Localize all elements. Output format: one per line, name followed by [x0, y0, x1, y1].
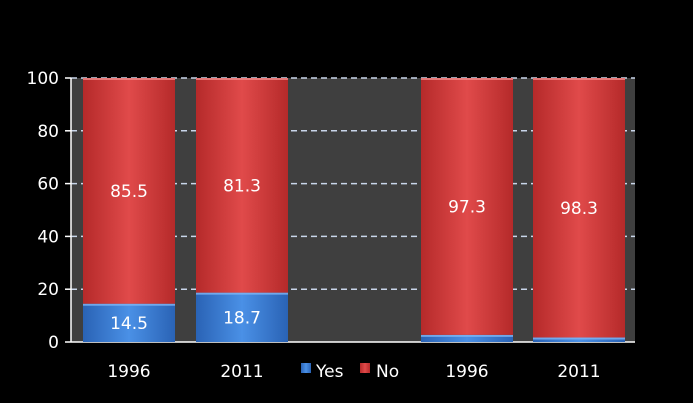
bar-no-2: [421, 78, 513, 335]
bar-edge-yes-3: [533, 337, 625, 340]
x-tick-label: 2011: [557, 362, 600, 382]
legend-label-no: No: [376, 362, 399, 382]
y-tick-label: 0: [48, 333, 59, 353]
legend-label-yes: Yes: [315, 362, 344, 382]
x-tick-label: 1996: [445, 362, 488, 382]
bar-edge-yes-2: [421, 334, 513, 337]
x-axis-labels: 1996 2011 1996 2011: [107, 362, 600, 382]
bar-edge-yes-1: [196, 292, 288, 295]
y-tick-label: 40: [37, 227, 59, 247]
bar-edge-no-3: [533, 78, 625, 80]
bar-no-3: [533, 78, 625, 338]
x-tick-label: 2011: [220, 362, 263, 382]
x-tick-label: 1996: [107, 362, 150, 382]
y-tick-label: 20: [37, 280, 59, 300]
bars: 14.585.518.781.32.797.31.798.3: [83, 78, 625, 342]
data-label-no-0: 85.5: [110, 182, 148, 202]
bar-no-0: [83, 78, 175, 304]
data-label-yes-1: 18.7: [223, 308, 261, 328]
bar-edge-yes-0: [83, 303, 175, 306]
data-label-no-1: 81.3: [223, 176, 261, 196]
data-label-no-3: 98.3: [560, 199, 598, 219]
data-label-no-2: 97.3: [448, 197, 486, 217]
y-tick-label: 100: [27, 69, 59, 89]
bar-yes-0: [83, 303, 175, 342]
legend: Yes No: [301, 362, 399, 382]
bar-yes-1: [196, 292, 288, 342]
y-axis-ticks: 0 20 40 60 80 100: [27, 69, 71, 353]
legend-swatch-yes: [301, 363, 311, 373]
bar-edge-no-1: [196, 78, 288, 80]
bar-edge-no-2: [421, 78, 513, 80]
bar-edge-no-0: [83, 78, 175, 80]
y-tick-label: 80: [37, 122, 59, 142]
bar-yes-2: [421, 334, 513, 342]
y-tick-label: 60: [37, 175, 59, 195]
legend-swatch-no: [360, 363, 370, 373]
data-label-yes-0: 14.5: [110, 314, 148, 334]
bar-no-1: [196, 78, 288, 293]
bar-yes-3: [533, 337, 625, 342]
